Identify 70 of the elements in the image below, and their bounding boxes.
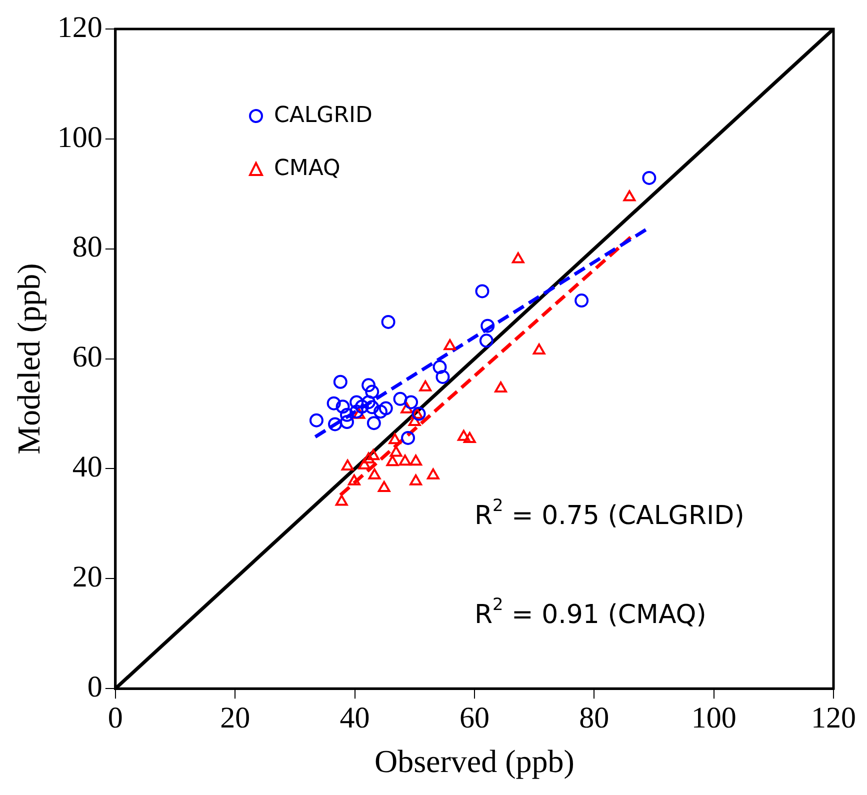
point bbox=[350, 395, 364, 410]
point bbox=[463, 432, 476, 444]
point bbox=[398, 454, 412, 466]
point bbox=[378, 401, 393, 416]
point bbox=[386, 455, 399, 466]
y-tick-label: 100 bbox=[57, 120, 102, 154]
point bbox=[390, 446, 402, 457]
point bbox=[532, 344, 546, 355]
point bbox=[352, 408, 366, 419]
point bbox=[479, 334, 494, 348]
x-tick-label: 40 bbox=[340, 701, 370, 734]
y-tick-label: 120 bbox=[57, 10, 102, 44]
point bbox=[309, 413, 324, 428]
point bbox=[358, 458, 371, 470]
point bbox=[366, 416, 381, 430]
point bbox=[368, 468, 381, 480]
point bbox=[410, 454, 422, 466]
point bbox=[340, 415, 354, 430]
point bbox=[494, 381, 507, 392]
x-tick-label: 100 bbox=[691, 701, 736, 734]
x-tick-label: 60 bbox=[459, 701, 490, 734]
point bbox=[365, 400, 380, 414]
point bbox=[362, 452, 375, 464]
point bbox=[404, 395, 418, 410]
point bbox=[393, 392, 408, 406]
point bbox=[381, 314, 396, 329]
point bbox=[374, 404, 388, 419]
point bbox=[333, 374, 348, 389]
point bbox=[475, 284, 490, 298]
x-tick-label: 20 bbox=[220, 701, 250, 734]
point bbox=[426, 468, 440, 480]
point bbox=[574, 294, 589, 308]
x-tick-label: 0 bbox=[108, 701, 123, 734]
x-axis-title: Observed (ppb) bbox=[374, 743, 574, 780]
point bbox=[401, 430, 416, 445]
point bbox=[410, 474, 422, 486]
point bbox=[340, 408, 354, 422]
point bbox=[350, 404, 364, 419]
y-axis-title: Modeled (ppb) bbox=[10, 263, 47, 454]
point bbox=[367, 449, 380, 460]
point bbox=[365, 384, 380, 399]
point bbox=[354, 400, 369, 414]
y-tick-label: 20 bbox=[72, 560, 102, 594]
point bbox=[436, 370, 450, 384]
y-tick-label: 40 bbox=[72, 450, 102, 484]
point bbox=[642, 170, 656, 185]
point bbox=[419, 380, 432, 392]
point bbox=[444, 339, 456, 350]
y-tick-label: 80 bbox=[72, 230, 102, 264]
point bbox=[326, 396, 341, 410]
legend-label: CMAQ bbox=[274, 156, 340, 181]
point bbox=[457, 430, 470, 441]
point bbox=[335, 494, 348, 506]
point bbox=[408, 415, 421, 426]
point bbox=[378, 480, 390, 492]
y-tick-label: 0 bbox=[87, 670, 102, 704]
point bbox=[362, 378, 376, 392]
point bbox=[432, 360, 447, 374]
point bbox=[348, 474, 360, 486]
legend-label: CALGRID bbox=[274, 103, 372, 128]
point bbox=[336, 400, 350, 414]
point bbox=[341, 460, 354, 471]
point bbox=[328, 417, 342, 432]
point bbox=[388, 433, 402, 444]
x-tick-label: 120 bbox=[811, 701, 856, 734]
point bbox=[410, 408, 424, 419]
point bbox=[480, 318, 495, 333]
point bbox=[400, 402, 414, 414]
y-tick-label: 60 bbox=[72, 340, 102, 374]
x-tick-label: 80 bbox=[579, 701, 610, 734]
